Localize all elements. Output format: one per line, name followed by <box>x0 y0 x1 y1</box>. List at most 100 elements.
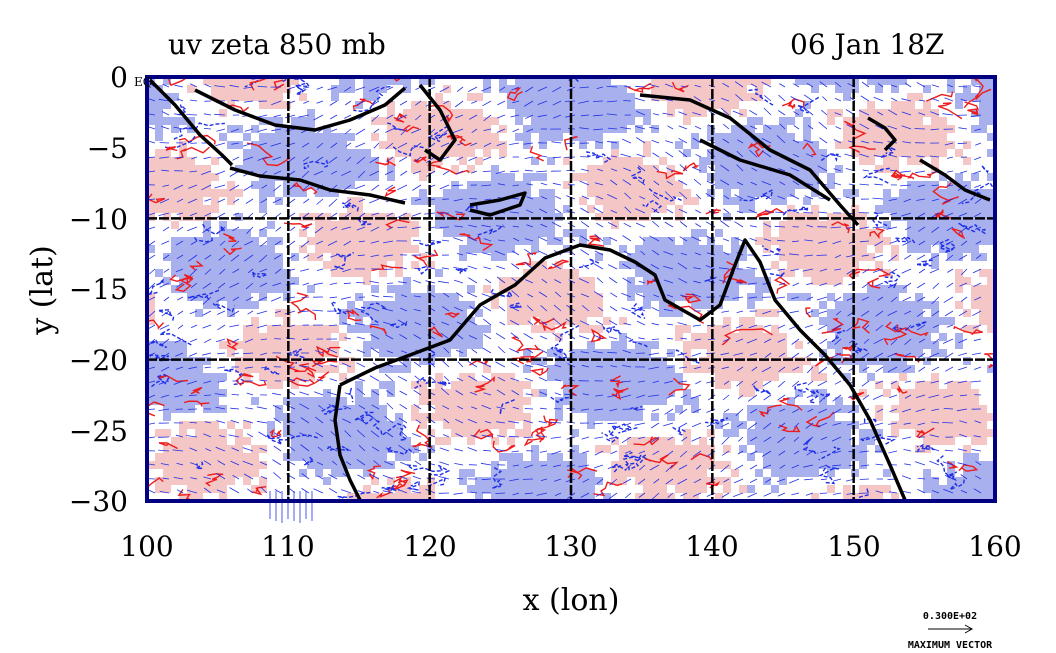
positive-shade-cell <box>859 117 867 125</box>
wind-vector <box>762 380 772 387</box>
positive-shade-cell <box>939 437 947 445</box>
positive-shade-cell <box>523 285 531 293</box>
wind-vector <box>606 113 618 116</box>
wind-vector <box>455 211 464 214</box>
positive-shade-cell <box>195 165 203 173</box>
wind-vector <box>316 240 324 245</box>
negative-shade-cell <box>235 141 243 149</box>
negative-shade-cell <box>763 405 771 413</box>
negative-shade-cell <box>579 141 587 149</box>
positive-shade-cell <box>691 197 699 205</box>
negative-shade-cell <box>987 189 995 197</box>
positive-shade-cell <box>267 93 275 101</box>
positive-shade-cell <box>379 229 387 237</box>
positive-shade-cell <box>715 93 723 101</box>
negative-shade-cell <box>875 285 883 293</box>
positive-shade-cell <box>307 357 315 365</box>
positive-shade-cell <box>347 253 355 261</box>
negative-shade-cell <box>755 173 763 181</box>
negative-shade-cell <box>587 397 595 405</box>
wind-vector <box>861 254 870 257</box>
wind-vector <box>862 394 870 400</box>
negative-shade-cell <box>523 477 531 485</box>
negative-shade-cell <box>811 141 819 149</box>
positive-shade-cell <box>987 413 995 421</box>
wind-vector <box>581 305 590 312</box>
positive-shade-cell <box>211 453 219 461</box>
wind-vector <box>498 239 506 242</box>
wind-vector <box>457 142 464 146</box>
positive-contour <box>393 476 409 490</box>
negative-shade-cell <box>507 461 515 469</box>
wind-vector <box>735 338 744 343</box>
negative-shade-cell <box>355 437 363 445</box>
wind-vector <box>609 408 618 412</box>
positive-shade-cell <box>323 237 331 245</box>
wind-vector <box>722 138 730 144</box>
wind-vector <box>176 254 184 260</box>
negative-shade-cell <box>835 405 843 413</box>
positive-shade-cell <box>419 397 427 405</box>
positive-shade-cell <box>395 229 403 237</box>
positive-shade-cell <box>723 445 731 453</box>
negative-shade-cell <box>307 453 315 461</box>
wind-vector <box>693 280 702 284</box>
negative-shade-cell <box>387 437 395 445</box>
positive-shade-cell <box>923 141 931 149</box>
positive-shade-cell <box>611 469 619 477</box>
positive-shade-cell <box>779 365 787 373</box>
positive-shade-cell <box>203 429 211 437</box>
negative-shade-cell <box>235 261 243 269</box>
negative-shade-cell <box>387 165 395 173</box>
wind-vector <box>442 360 450 368</box>
wind-vector <box>481 252 492 256</box>
positive-shade-cell <box>867 157 875 165</box>
wind-vector <box>246 226 254 234</box>
negative-shade-cell <box>891 213 899 221</box>
positive-shade-cell <box>435 397 443 405</box>
negative-contour <box>611 463 627 473</box>
negative-shade-cell <box>859 293 867 301</box>
negative-shade-cell <box>251 125 259 133</box>
negative-shade-cell <box>851 77 859 85</box>
negative-contour <box>630 166 645 185</box>
negative-shade-cell <box>707 301 715 309</box>
positive-shade-cell <box>275 101 283 109</box>
positive-shade-cell <box>739 333 747 341</box>
negative-shade-cell <box>371 325 379 333</box>
positive-shade-cell <box>211 485 219 493</box>
negative-contour <box>151 373 170 388</box>
positive-contour <box>314 371 330 384</box>
positive-shade-cell <box>947 381 955 389</box>
positive-shade-cell <box>379 221 387 229</box>
negative-shade-cell <box>323 397 331 405</box>
positive-contour <box>413 249 439 267</box>
negative-shade-cell <box>891 333 899 341</box>
wind-vector <box>355 86 366 91</box>
positive-shade-cell <box>323 245 331 253</box>
positive-shade-cell <box>395 493 403 501</box>
negative-shade-cell <box>787 445 795 453</box>
positive-shade-cell <box>267 341 275 349</box>
positive-shade-cell <box>843 229 851 237</box>
negative-shade-cell <box>595 253 603 261</box>
wind-vector <box>384 268 394 270</box>
positive-shade-cell <box>923 109 931 117</box>
wind-vector <box>900 184 912 187</box>
positive-shade-cell <box>835 221 843 229</box>
negative-shade-cell <box>923 205 931 213</box>
wind-vector <box>525 279 534 284</box>
positive-shade-cell <box>619 213 627 221</box>
wind-vector <box>806 82 814 88</box>
positive-shade-cell <box>947 437 955 445</box>
wind-vector <box>496 276 506 284</box>
wind-vector <box>665 140 674 144</box>
positive-shade-cell <box>283 77 291 85</box>
positive-shade-cell <box>579 197 587 205</box>
positive-shade-cell <box>851 261 859 269</box>
negative-shade-cell <box>403 437 411 445</box>
positive-shade-cell <box>987 317 995 325</box>
positive-shade-cell <box>595 309 603 317</box>
wind-vector <box>929 268 940 274</box>
wind-vector <box>746 338 758 344</box>
